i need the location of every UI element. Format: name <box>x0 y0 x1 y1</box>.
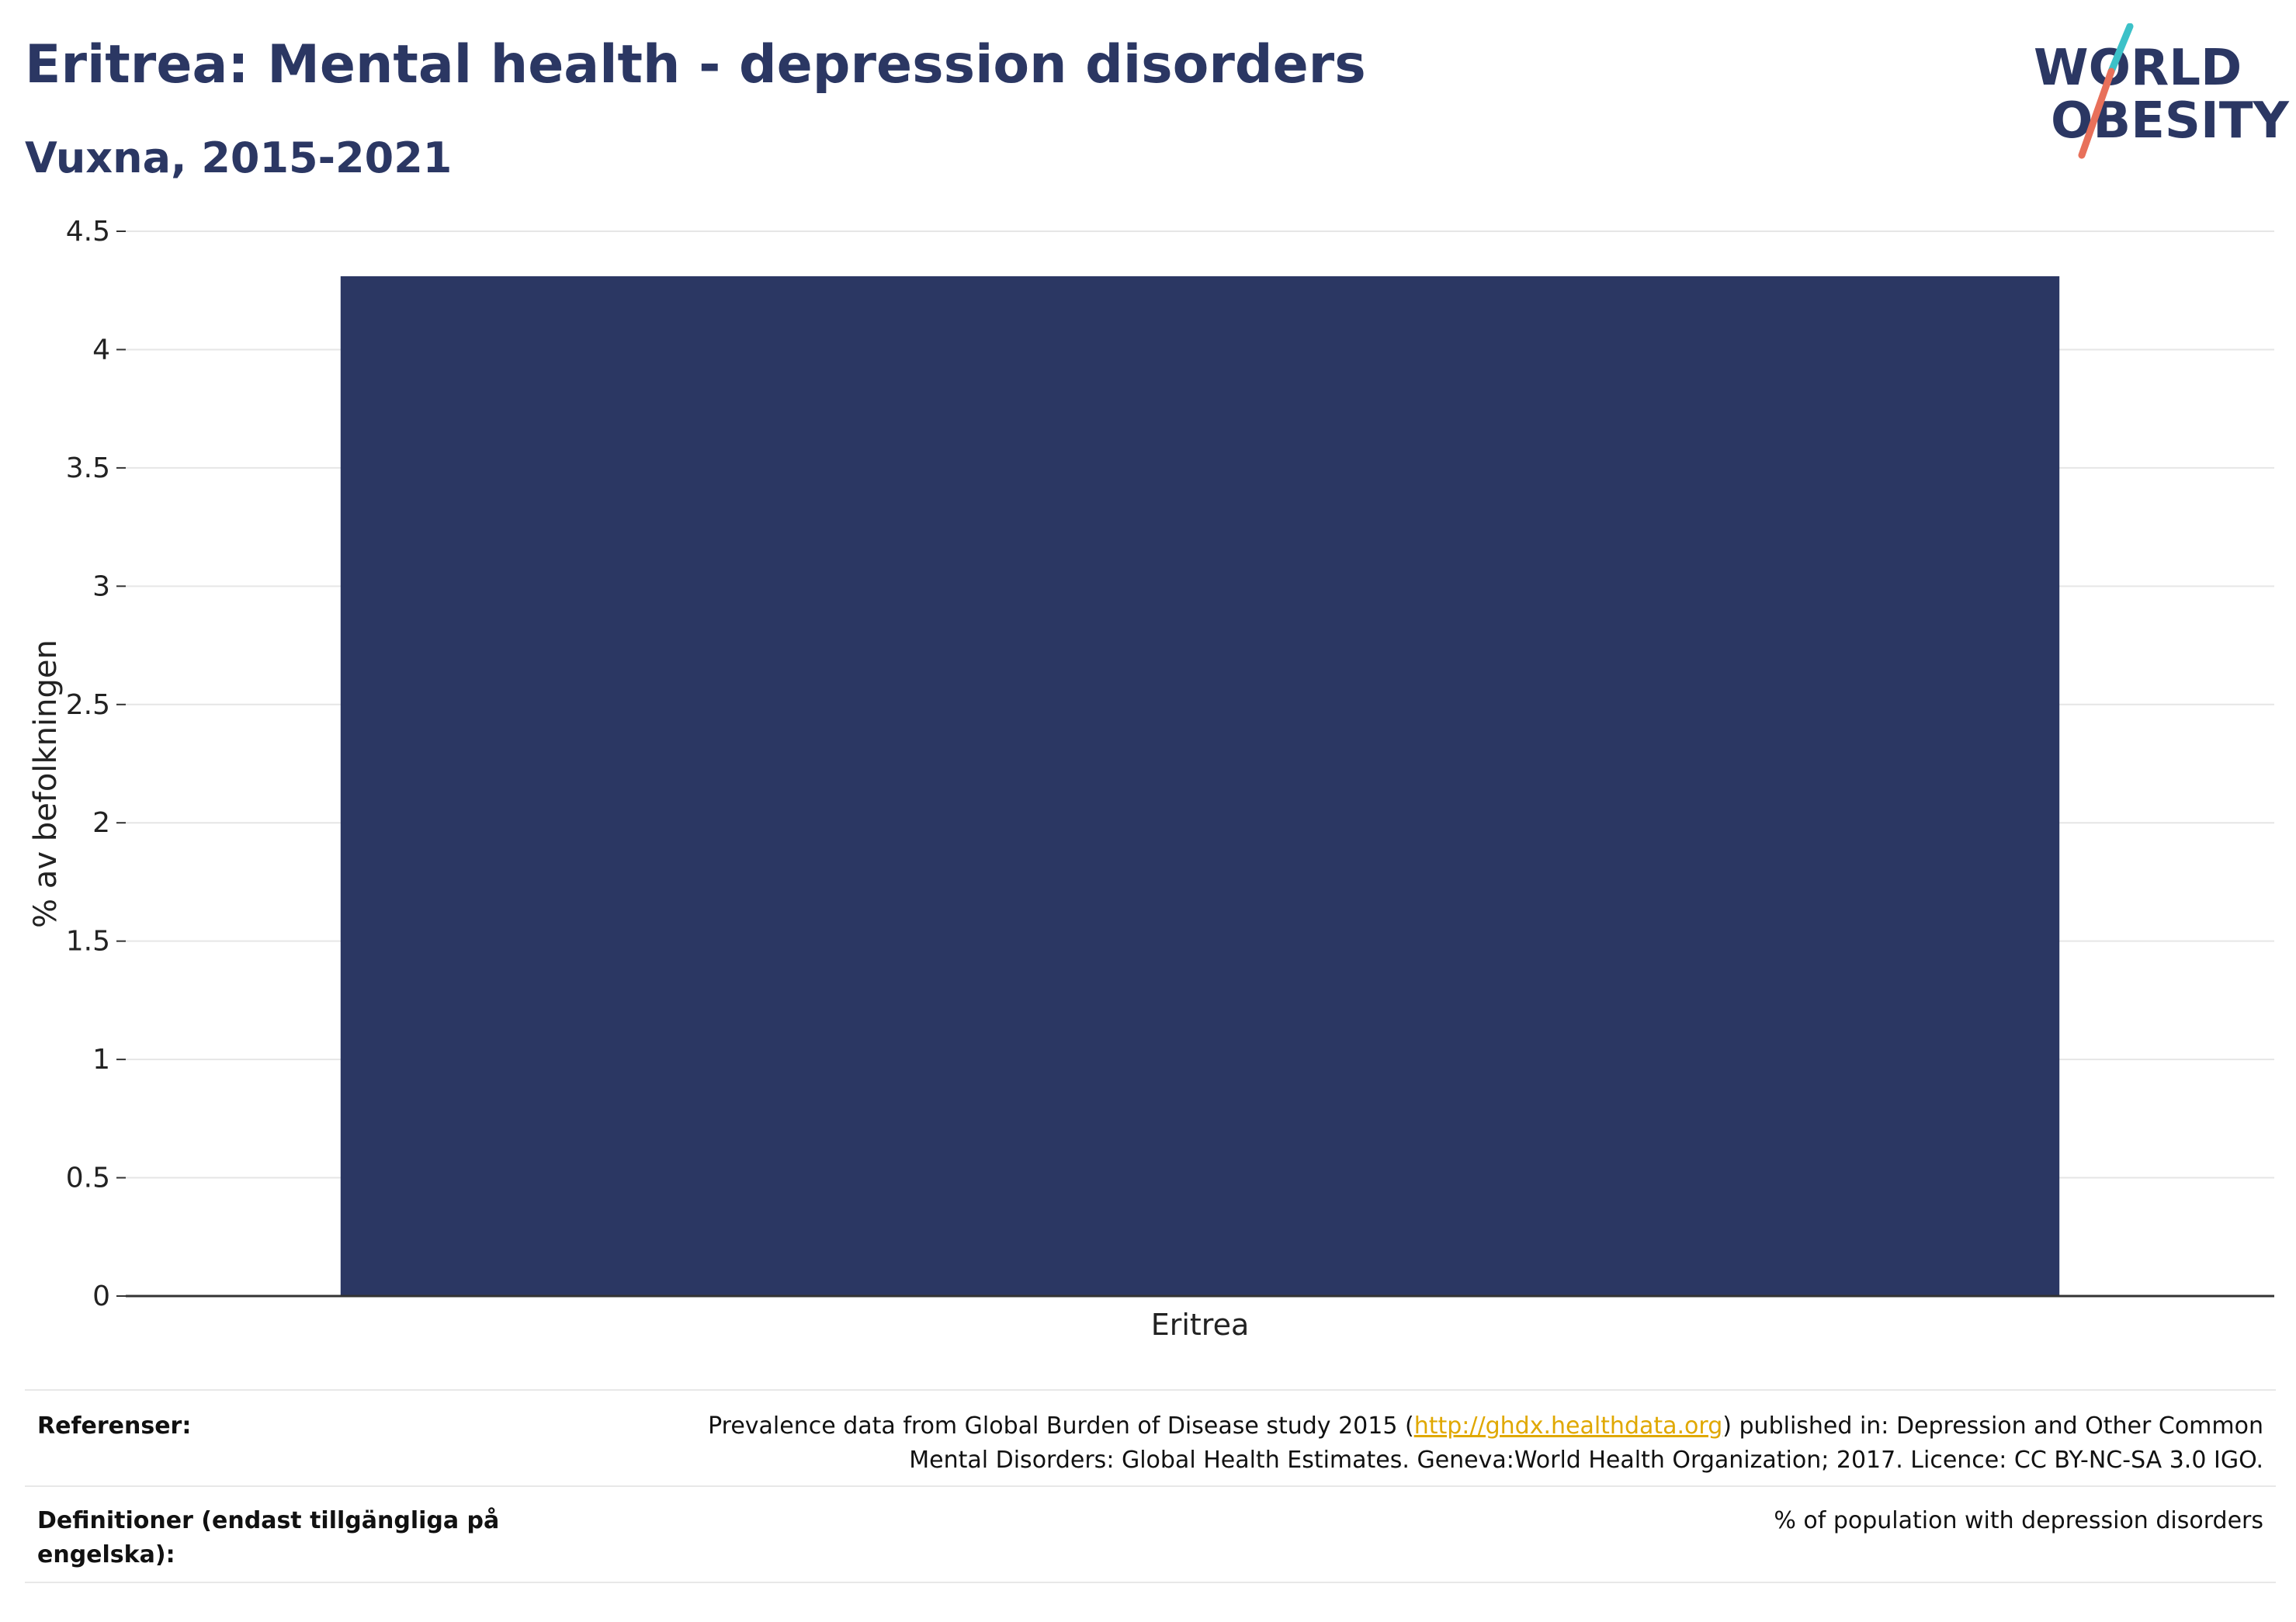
divider <box>25 1389 2276 1391</box>
y-tick-label: 4 <box>92 334 110 366</box>
y-tick-label: 0 <box>92 1281 110 1312</box>
logo-slash-icon <box>2078 23 2134 159</box>
bar-chart: 0 0.5 1 1.5 2 2.5 3 3.5 4 4.5 Eritrea % av befolkn… <box>28 216 2274 1342</box>
definitions-value: % of population with depression disorder… <box>1774 1507 2263 1534</box>
references-text-end: ) published in: Depression and Other Com… <box>1722 1412 2263 1440</box>
divider <box>25 1582 2276 1583</box>
references-link[interactable]: http://ghdx.healthdata.org <box>1413 1412 1723 1440</box>
y-tick-label: 2.5 <box>66 689 110 721</box>
page-title: Eritrea: Mental health - depression diso… <box>25 34 1366 95</box>
x-tick-label: Eritrea <box>1151 1308 1250 1342</box>
definitions-label-line-2: engelska): <box>37 1541 175 1568</box>
y-tick-label: 0.5 <box>66 1163 110 1194</box>
y-tick-label: 4.5 <box>66 216 110 248</box>
y-tick-label: 3.5 <box>66 452 110 484</box>
references-text: Prevalence data from Global Burden of Di… <box>708 1409 2263 1478</box>
y-tick-label: 3 <box>92 570 110 602</box>
axes: 0 0.5 1 1.5 2 2.5 3 3.5 4 4.5 Eritrea <box>66 216 2274 1342</box>
page-subtitle: Vuxna, 2015-2021 <box>25 133 453 182</box>
y-tick-label: 1.5 <box>66 926 110 958</box>
bars <box>340 276 2060 1296</box>
references-line-2: Mental Disorders: Global Health Estimate… <box>909 1447 2263 1474</box>
y-tick-label: 2 <box>92 807 110 839</box>
divider <box>25 1485 2276 1487</box>
references-text-start: Prevalence data from Global Burden of Di… <box>708 1412 1414 1440</box>
definitions-label: Definitioner (endast tillgängliga på eng… <box>37 1504 499 1572</box>
y-axis-title: % av befolkningen <box>28 639 64 928</box>
y-tick-label: 1 <box>92 1044 110 1076</box>
references-label: Referenser: <box>37 1412 192 1440</box>
definitions-label-line-1: Definitioner (endast tillgängliga på <box>37 1507 500 1534</box>
world-obesity-logo: WORLD OBESITY <box>2034 23 2289 163</box>
logo-word-world: WORLD <box>2034 40 2242 97</box>
bar-eritrea <box>340 276 2060 1296</box>
